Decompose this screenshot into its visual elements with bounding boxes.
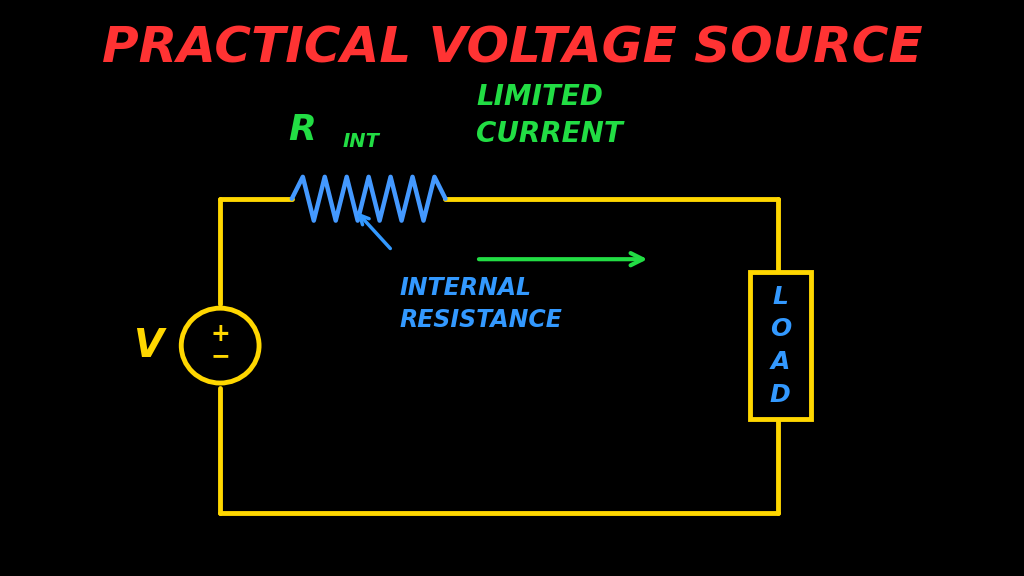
Text: L: L <box>772 285 788 309</box>
Text: PRACTICAL VOLTAGE SOURCE: PRACTICAL VOLTAGE SOURCE <box>101 25 923 73</box>
Text: INT: INT <box>343 132 380 150</box>
Text: O: O <box>770 317 791 341</box>
Text: D: D <box>770 382 791 407</box>
Text: INTERNAL
RESISTANCE: INTERNAL RESISTANCE <box>399 276 562 332</box>
Text: +: + <box>210 321 230 346</box>
Text: V: V <box>133 327 164 365</box>
Text: LIMITED
CURRENT: LIMITED CURRENT <box>476 83 623 147</box>
Bar <box>750 272 811 419</box>
Text: −: − <box>210 344 230 368</box>
Text: A: A <box>771 350 790 374</box>
Text: R: R <box>288 112 316 147</box>
